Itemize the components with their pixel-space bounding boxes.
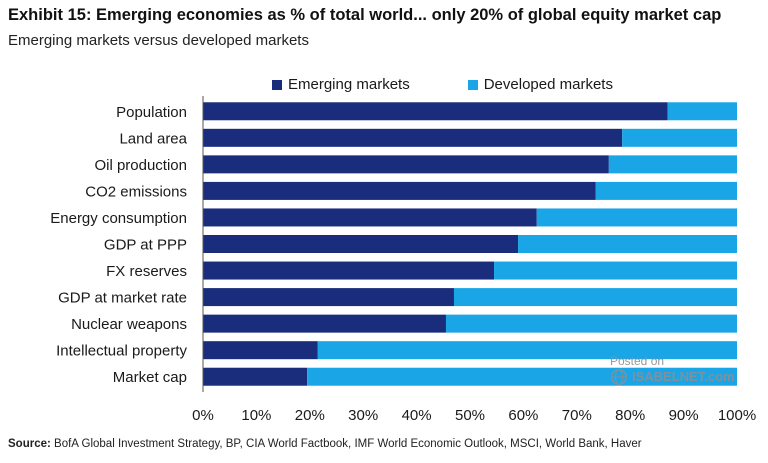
watermark-line2: ISABELNET.com — [632, 369, 735, 384]
category-label-co2-emissions: CO2 emissions — [85, 183, 187, 200]
chart-title: Exhibit 15: Emerging economies as % of t… — [8, 6, 722, 24]
bar-developed-markets-oil-production — [608, 155, 737, 174]
category-label-gdp-at-ppp: GDP at PPP — [104, 237, 187, 254]
bar-emerging-markets-energy-consumption — [203, 208, 537, 227]
category-label-intellectual-property: Intellectual property — [56, 343, 187, 360]
watermark: Posted on ISABELNET.com — [610, 354, 735, 386]
x-tick-label: 30% — [348, 407, 378, 424]
bar-emerging-markets-intellectual-property — [203, 341, 318, 360]
bar-emerging-markets-oil-production — [203, 155, 609, 174]
legend-label-developed: Developed markets — [483, 76, 613, 93]
bar-emerging-markets-gdp-at-ppp — [203, 235, 519, 253]
bar-emerging-markets-co2-emissions — [203, 181, 596, 200]
bar-developed-markets-co2-emissions — [595, 181, 737, 200]
bar-emerging-markets-gdp-at-market-rate — [203, 288, 454, 307]
legend-swatch-emerging — [272, 79, 282, 90]
source-text: BofA Global Investment Strategy, BP, CIA… — [50, 438, 642, 450]
x-tick-label: 40% — [402, 407, 432, 424]
bar-emerging-markets-population — [203, 102, 668, 121]
x-tick-label: 10% — [241, 407, 271, 424]
bar-developed-markets-gdp-at-ppp — [518, 235, 737, 253]
category-label-oil-production: Oil production — [94, 157, 187, 174]
x-tick-label: 70% — [562, 407, 592, 424]
bar-developed-markets-land-area — [622, 128, 737, 147]
bar-developed-markets-population — [667, 102, 737, 121]
bar-developed-markets-fx-reserves — [494, 261, 737, 280]
category-label-population: Population — [116, 104, 187, 121]
watermark-brand: ISABELNET.com — [610, 368, 735, 386]
x-tick-label: 100% — [718, 407, 756, 424]
bar-developed-markets-nuclear-weapons — [445, 314, 737, 333]
bar-emerging-markets-fx-reserves — [203, 261, 495, 280]
category-label-market-cap: Market cap — [113, 369, 187, 386]
x-tick-label: 80% — [615, 407, 645, 424]
bar-developed-markets-market-cap — [307, 367, 737, 386]
source-label: Source: — [8, 438, 51, 450]
x-tick-label: 20% — [295, 407, 325, 424]
bar-emerging-markets-nuclear-weapons — [203, 314, 446, 333]
bar-developed-markets-energy-consumption — [536, 208, 737, 227]
globe-icon — [611, 369, 627, 385]
chart-legend: Emerging markets Developed markets — [272, 76, 671, 93]
legend-swatch-developed — [467, 79, 478, 90]
category-label-land-area: Land area — [119, 130, 187, 147]
x-tick-label: 0% — [192, 407, 214, 424]
legend-item-developed: Developed markets — [467, 76, 613, 93]
category-label-fx-reserves: FX reserves — [106, 263, 187, 280]
bar-developed-markets-intellectual-property — [317, 341, 737, 360]
bar-developed-markets-gdp-at-market-rate — [453, 288, 737, 307]
watermark-line1: Posted on — [610, 354, 665, 368]
category-label-gdp-at-market-rate: GDP at market rate — [58, 290, 187, 307]
source-note: Source: BofA Global Investment Strategy,… — [8, 438, 642, 450]
x-tick-label: 90% — [669, 407, 699, 424]
category-label-nuclear-weapons: Nuclear weapons — [71, 316, 187, 333]
legend-label-emerging: Emerging markets — [288, 76, 410, 93]
legend-item-emerging: Emerging markets — [272, 76, 410, 93]
chart-subtitle: Emerging markets versus developed market… — [8, 32, 309, 49]
bar-emerging-markets-market-cap — [203, 367, 308, 386]
category-label-energy-consumption: Energy consumption — [50, 210, 187, 227]
bar-emerging-markets-land-area — [203, 128, 623, 147]
x-tick-label: 50% — [455, 407, 485, 424]
x-tick-label: 60% — [508, 407, 538, 424]
